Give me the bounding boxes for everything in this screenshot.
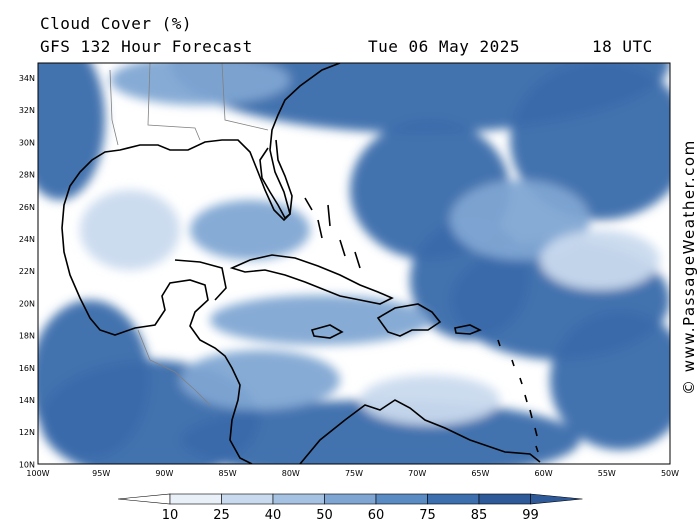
florida-coast bbox=[259, 139, 293, 220]
south-america-coast bbox=[299, 399, 541, 464]
credit-text: © www.PassageWeather.com bbox=[680, 139, 698, 395]
colorbar-segment bbox=[272, 493, 325, 505]
colorbar-tick-label: 50 bbox=[316, 508, 333, 523]
bahamas-islands bbox=[304, 197, 361, 269]
cuba-coast bbox=[229, 254, 394, 305]
colorbar-tick-label: 25 bbox=[213, 508, 230, 523]
lon-tick-label: 90W bbox=[155, 469, 173, 478]
lon-tick-label: 50W bbox=[661, 469, 679, 478]
lat-tick-label: 26N bbox=[19, 203, 35, 212]
lat-tick-label: 10N bbox=[19, 460, 35, 469]
lon-tick-label: 55W bbox=[598, 469, 616, 478]
lon-tick-label: 95W bbox=[92, 469, 110, 478]
forecast-model: GFS 132 Hour Forecast bbox=[40, 37, 253, 56]
colorbar-segment bbox=[324, 493, 377, 505]
lat-tick-label: 18N bbox=[19, 332, 35, 341]
forecast-time: 18 UTC bbox=[592, 37, 653, 56]
lat-tick-label: 24N bbox=[19, 235, 35, 244]
map-title: Cloud Cover (%) bbox=[40, 14, 192, 33]
longitude-axis: 100W 95W 90W 85W 80W 75W 70W 65W 60W 55W 50W bbox=[26, 469, 679, 478]
coastlines bbox=[61, 63, 541, 464]
jamaica-coast bbox=[310, 324, 344, 339]
colorbar bbox=[117, 493, 583, 505]
colorbar-tick-label: 85 bbox=[470, 508, 488, 523]
colorbar-low-arrow bbox=[117, 493, 171, 505]
lat-tick-label: 30N bbox=[19, 138, 35, 147]
colorbar-tick-label: 99 bbox=[522, 508, 539, 523]
lon-tick-label: 85W bbox=[219, 469, 237, 478]
cloud-field bbox=[38, 63, 670, 464]
colorbar-segment bbox=[375, 493, 428, 505]
colorbar-tick-label: 40 bbox=[264, 508, 282, 523]
lon-tick-label: 70W bbox=[408, 469, 426, 478]
lat-tick-label: 32N bbox=[19, 106, 35, 115]
yucatan-coast bbox=[174, 259, 227, 301]
colorbar-high-arrow bbox=[530, 493, 583, 505]
map-frame bbox=[37, 62, 671, 465]
colorbar-tick-label: 60 bbox=[367, 508, 385, 523]
lat-tick-label: 16N bbox=[19, 364, 35, 373]
lon-tick-label: 65W bbox=[471, 469, 489, 478]
lat-tick-label: 34N bbox=[19, 74, 35, 83]
puerto-rico-coast bbox=[454, 324, 482, 335]
lon-tick-label: 80W bbox=[282, 469, 300, 478]
colorbar-tick-label: 10 bbox=[161, 508, 179, 523]
colorbar-tick-label: 75 bbox=[419, 508, 436, 523]
colorbar-segment bbox=[427, 493, 480, 505]
lat-tick-label: 28N bbox=[19, 171, 35, 180]
lat-tick-label: 22N bbox=[19, 267, 35, 276]
lon-tick-label: 60W bbox=[535, 469, 553, 478]
borders bbox=[109, 63, 269, 406]
hispaniola-coast bbox=[376, 303, 442, 337]
latitude-axis: 34N 32N 30N 28N 26N 24N 22N 20N 18N 16N 14N 12N 10N bbox=[19, 74, 35, 469]
lon-tick-label: 100W bbox=[26, 469, 49, 478]
colorbar-segment bbox=[169, 493, 222, 505]
colorbar-segment bbox=[478, 493, 531, 505]
lon-tick-label: 75W bbox=[345, 469, 363, 478]
forecast-date: Tue 06 May 2025 bbox=[368, 37, 520, 56]
lat-tick-label: 14N bbox=[19, 396, 35, 405]
colorbar-segment bbox=[221, 493, 274, 505]
lat-tick-label: 20N bbox=[19, 299, 35, 308]
lat-tick-label: 12N bbox=[19, 428, 35, 437]
lesser-antilles bbox=[497, 339, 539, 453]
